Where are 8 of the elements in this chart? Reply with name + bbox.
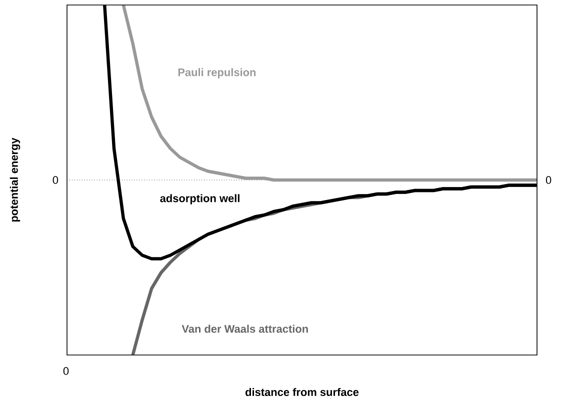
ref-line-label: 0 xyxy=(546,176,552,184)
x-axis-title: distance from surface xyxy=(246,388,359,396)
text: 0 xyxy=(63,367,69,375)
text: 0 xyxy=(52,176,58,184)
series-label: adsorption well xyxy=(160,194,240,204)
y-axis-title: potential energy xyxy=(10,138,20,222)
text: Van der Waals attraction xyxy=(182,324,308,333)
text: Pauli repulsion xyxy=(178,68,256,78)
